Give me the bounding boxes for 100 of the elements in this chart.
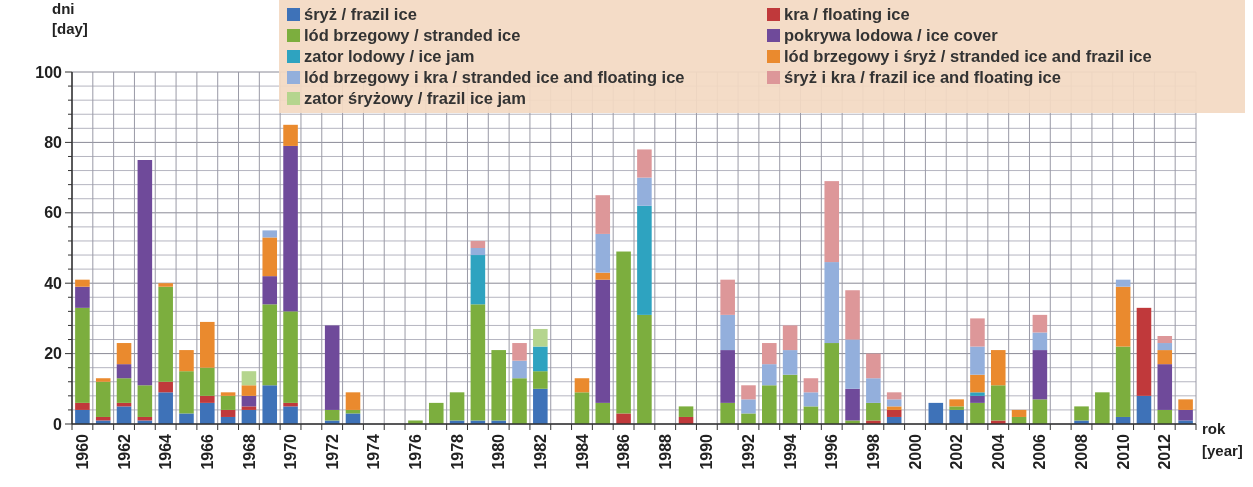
x-tick-label: 1988 — [656, 433, 674, 470]
bar — [1011, 409, 1027, 417]
bar — [158, 392, 173, 424]
bar — [449, 392, 465, 421]
bar — [803, 406, 819, 424]
bar — [678, 406, 694, 417]
x-tick-label: 1992 — [740, 433, 758, 470]
x-tick-label: 1994 — [781, 433, 799, 470]
x-tick-label: 1996 — [823, 433, 841, 470]
legend-label: pokrywa lodowa / ice cover — [784, 26, 999, 44]
bar — [241, 406, 257, 410]
bar — [95, 381, 111, 417]
bar — [949, 399, 964, 407]
bar — [533, 388, 548, 424]
bar — [283, 406, 298, 424]
bar — [491, 350, 506, 421]
bar — [1032, 399, 1048, 424]
bar — [824, 262, 840, 344]
x-tick-label: 1974 — [365, 433, 383, 470]
bar — [720, 350, 735, 403]
bar — [949, 406, 964, 410]
bar — [886, 409, 902, 417]
legend-label: zator lodowy / ice jam — [304, 47, 475, 65]
bar — [512, 360, 527, 379]
bar — [845, 339, 860, 389]
bar — [283, 145, 298, 312]
bar — [824, 181, 840, 263]
x-axis-title: rok [year] — [1202, 420, 1243, 459]
bar — [970, 318, 985, 347]
bar — [886, 392, 902, 400]
x-tick-label: 2008 — [1073, 433, 1091, 470]
y-axis-title: dni [day] — [52, 0, 88, 37]
bar — [803, 392, 819, 407]
bar — [75, 307, 90, 403]
bar — [741, 413, 756, 424]
bar — [262, 230, 278, 238]
bar — [970, 346, 985, 375]
bar — [533, 346, 548, 372]
x-tick-label: 1986 — [615, 433, 633, 470]
x-tick-label: 1984 — [573, 433, 591, 470]
bar — [1157, 409, 1173, 424]
bar — [283, 311, 298, 403]
bar — [200, 395, 215, 403]
legend-label: lód brzegowy i śryż / stranded ice and frazil ice — [784, 47, 1152, 65]
bar — [1178, 409, 1193, 421]
bar — [512, 343, 527, 361]
bar — [970, 392, 985, 396]
bar — [137, 160, 153, 386]
x-tick-label: 1966 — [198, 433, 216, 470]
bar — [1178, 399, 1193, 410]
bar — [428, 402, 444, 424]
bar — [200, 367, 215, 396]
bar — [1157, 336, 1173, 344]
bar — [137, 385, 153, 417]
bar — [179, 350, 194, 372]
y-tick-label: 80 — [44, 134, 63, 151]
bar — [1136, 395, 1152, 424]
bar — [158, 286, 173, 382]
bar — [1115, 286, 1131, 347]
bar — [990, 350, 1006, 386]
y-tick-label: 0 — [53, 415, 63, 433]
bar — [116, 343, 132, 365]
bar — [470, 255, 486, 305]
y-tick-label: 20 — [44, 345, 63, 363]
bar — [595, 279, 611, 403]
bar — [970, 395, 985, 403]
bar — [220, 409, 236, 417]
bar — [824, 343, 840, 424]
bar — [1032, 350, 1048, 400]
x-tick-label: 2002 — [948, 433, 966, 470]
bar — [75, 279, 90, 287]
bar — [1115, 346, 1131, 417]
x-tick-label: 1970 — [282, 433, 300, 470]
legend-label: śryż i kra / frazil ice and floating ice — [784, 68, 1061, 86]
bar — [241, 395, 257, 407]
bar — [970, 374, 985, 393]
bar — [533, 328, 548, 347]
bar — [345, 413, 361, 424]
bar — [595, 402, 611, 424]
bar — [970, 402, 985, 424]
bar — [1115, 279, 1131, 287]
bar — [762, 385, 777, 424]
bar — [1074, 406, 1089, 421]
bar — [470, 248, 486, 256]
bar — [1157, 343, 1173, 351]
legend-label: śryż / frazil ice — [304, 5, 417, 23]
legend-label: lód brzegowy i kra / stranded ice and floating ice — [304, 68, 685, 86]
bar — [262, 385, 278, 424]
bar — [595, 272, 611, 280]
bar — [200, 402, 215, 424]
bar — [158, 381, 173, 393]
bar — [720, 402, 735, 424]
bar — [116, 364, 132, 379]
bar — [637, 314, 652, 424]
bar — [990, 385, 1006, 421]
bar — [762, 343, 777, 365]
bar — [782, 325, 798, 351]
bar — [220, 395, 236, 410]
bar — [637, 149, 652, 178]
x-tick-label: 1980 — [490, 433, 508, 470]
